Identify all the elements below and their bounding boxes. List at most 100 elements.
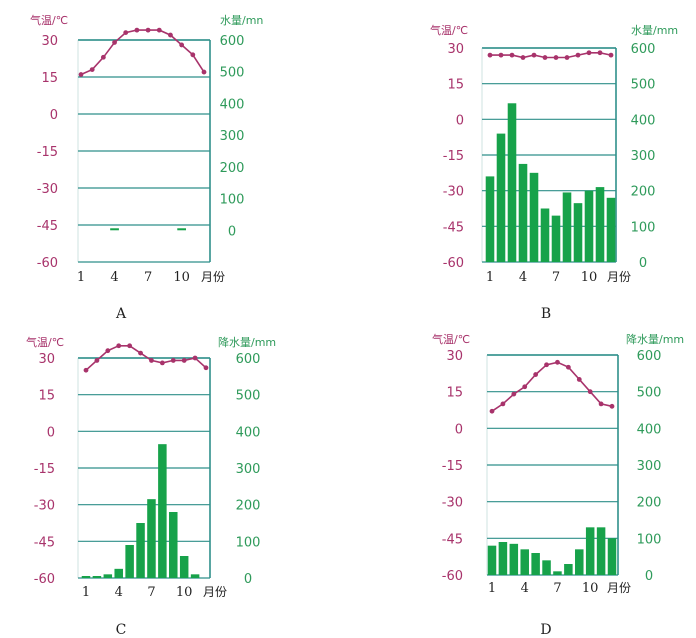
precip-tick-label: 100	[637, 532, 662, 547]
month-tick-label: 7	[552, 270, 560, 285]
precip-bar	[81, 576, 91, 578]
temp-tick-label: -30	[34, 499, 55, 514]
temp-tick-label: -60	[442, 569, 463, 584]
precip-bar	[487, 545, 497, 575]
temp-tick-label: -45	[34, 535, 55, 550]
temp-point	[83, 367, 89, 373]
precip-tick-label: 600	[637, 349, 662, 364]
temp-tick-label: 30	[41, 34, 58, 49]
precip-bar	[509, 543, 519, 575]
temp-point	[123, 30, 129, 35]
precip-bar	[607, 538, 617, 575]
month-tick-label: 7	[553, 581, 561, 596]
temp-point	[489, 408, 495, 414]
temp-tick-label: -45	[37, 219, 58, 234]
temp-point	[587, 389, 593, 395]
month-tick-label: 7	[144, 270, 152, 285]
precip-bar	[551, 215, 561, 262]
precip-bar	[190, 574, 200, 578]
precip-bar	[485, 176, 495, 262]
precip-tick-label: 200	[220, 161, 245, 176]
temp-point	[575, 52, 581, 58]
precip-tick-label: 200	[236, 499, 261, 514]
temp-point	[149, 358, 154, 363]
temp-point	[138, 350, 143, 356]
temp-point	[94, 358, 100, 363]
precip-bar	[531, 553, 540, 575]
temp-point	[544, 362, 549, 368]
temp-point	[509, 52, 515, 58]
precip-bar	[158, 444, 167, 578]
precip-axis-title: 降水量/mm	[218, 335, 276, 349]
temp-tick-label: 30	[38, 352, 55, 367]
temp-tick-label: -15	[37, 145, 58, 160]
precip-bar	[562, 192, 572, 262]
month-tick-label: 1	[488, 581, 496, 596]
precip-bar	[575, 549, 584, 575]
temp-line	[491, 361, 613, 412]
temp-tick-label: -45	[443, 220, 464, 235]
month-tick-label: 10	[581, 270, 598, 285]
temp-point	[116, 343, 122, 349]
temp-point	[542, 55, 548, 60]
precip-tick-label: 200	[637, 496, 662, 511]
month-tick-label: 10	[582, 581, 599, 596]
temp-axis-title: 气温/℃	[432, 332, 470, 346]
precip-tick-label: 200	[631, 185, 656, 200]
temp-tick-label: -30	[37, 182, 58, 197]
temp-tick-label: -60	[443, 256, 464, 271]
temp-point	[597, 50, 603, 56]
temp-axis-title: 气温/℃	[30, 13, 68, 27]
temp-point	[555, 359, 560, 365]
precip-bar	[573, 203, 583, 262]
temp-point	[179, 42, 185, 48]
precip-bar	[529, 172, 539, 262]
precip-bar	[136, 523, 145, 578]
precip-bar	[595, 187, 605, 262]
temp-point	[520, 55, 526, 60]
chart-letter-label: A	[115, 306, 127, 322]
precip-bar	[498, 542, 508, 575]
precip-bar	[179, 556, 189, 578]
temp-point	[105, 348, 111, 354]
precip-bar	[564, 564, 573, 575]
temp-point	[192, 355, 198, 361]
temp-point	[100, 54, 106, 60]
precip-tick-label: 100	[631, 220, 656, 235]
month-unit-label: 月份	[201, 270, 225, 284]
temp-axis-title: 气温/℃	[26, 335, 64, 349]
temp-point	[78, 72, 84, 77]
temp-line	[80, 29, 205, 76]
month-tick-label: 1	[77, 270, 85, 285]
month-unit-label: 月份	[607, 270, 631, 284]
month-tick-label: 10	[173, 270, 190, 285]
precip-tick-label: 600	[220, 34, 245, 49]
precip-tick-label: 100	[220, 193, 245, 208]
temp-point	[565, 364, 571, 370]
temp-tick-label: -30	[443, 185, 464, 200]
month-tick-label: 4	[519, 270, 527, 285]
precip-tick-label: 500	[236, 389, 261, 404]
temp-tick-label: -15	[443, 149, 464, 164]
precip-tick-label: 300	[637, 459, 662, 474]
temp-point	[112, 40, 117, 45]
temp-point	[511, 391, 517, 397]
month-tick-label: 1	[486, 270, 494, 285]
precip-tick-label: 600	[631, 42, 656, 57]
chart-letter-label: C	[116, 622, 127, 638]
temp-tick-label: -30	[442, 496, 463, 511]
temp-axis-title: 气温/℃	[430, 23, 468, 37]
temp-point	[487, 52, 493, 58]
precip-bar	[585, 527, 595, 575]
temp-tick-label: -60	[37, 256, 58, 271]
temp-point	[168, 32, 173, 38]
temp-point	[170, 358, 176, 363]
precip-bar	[584, 190, 594, 262]
temp-point	[598, 401, 604, 407]
temp-point	[553, 55, 559, 60]
precip-bar	[553, 571, 562, 575]
temp-point	[533, 372, 539, 377]
temp-line	[490, 52, 612, 59]
temp-point	[586, 50, 592, 56]
precip-tick-label: 100	[236, 535, 261, 550]
